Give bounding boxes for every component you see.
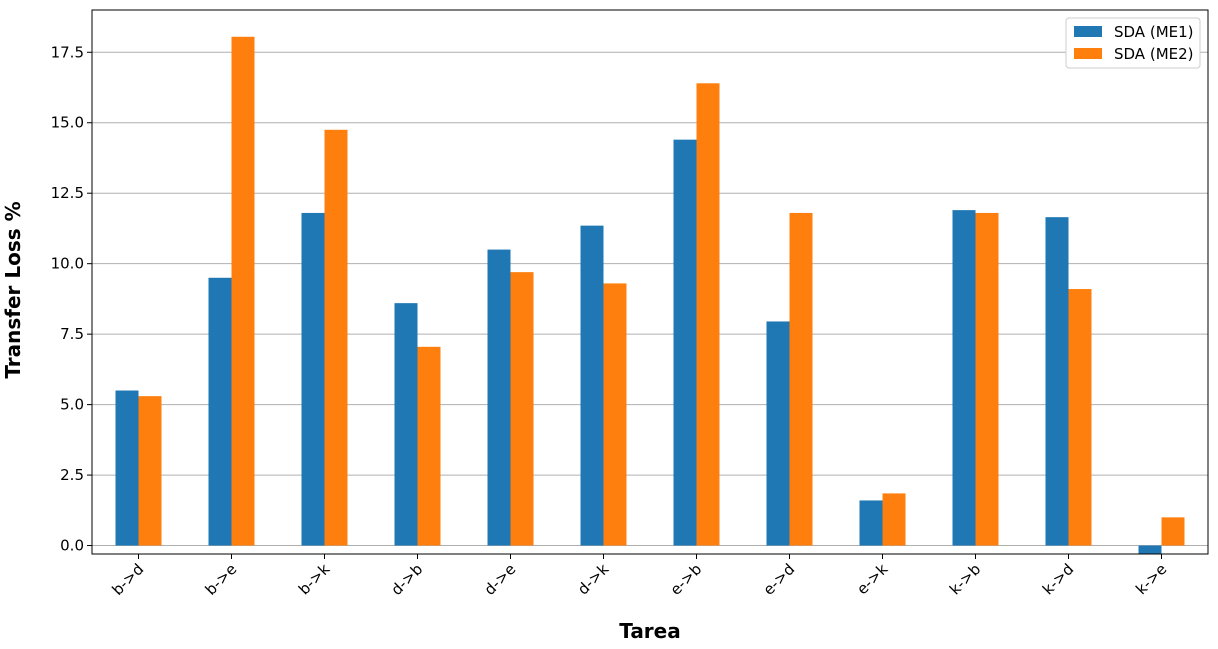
bar-1-d->b bbox=[394, 303, 418, 546]
x-tick-label: k->d bbox=[1039, 560, 1077, 598]
bar-2-d->k bbox=[603, 283, 627, 546]
x-tick-label: e->b bbox=[667, 560, 706, 599]
bar-1-k->d bbox=[1045, 217, 1069, 546]
y-axis-ticks: 0.0 2.5 5.0 7.5 10.0 12.5 15.0 17.5 bbox=[51, 43, 92, 555]
x-tick-label: d->e bbox=[481, 560, 520, 599]
x-tick-label: d->b bbox=[387, 560, 426, 599]
y-axis-label: Transfer Loss % bbox=[1, 201, 25, 378]
x-tick-label: e->k bbox=[853, 560, 891, 598]
legend-label: SDA (ME1) bbox=[1114, 23, 1194, 41]
x-tick-label: k->b bbox=[946, 560, 984, 598]
legend-swatch bbox=[1074, 26, 1102, 37]
y-tick-label: 0.0 bbox=[60, 537, 84, 555]
y-tick-label: 15.0 bbox=[51, 114, 84, 132]
bar-2-d->e bbox=[510, 272, 534, 546]
bar-1-e->b bbox=[673, 139, 697, 546]
y-tick-label: 5.0 bbox=[60, 396, 84, 414]
y-tick-label: 17.5 bbox=[51, 43, 84, 61]
bar-1-d->k bbox=[580, 225, 604, 546]
legend-label: SDA (ME2) bbox=[1114, 45, 1194, 63]
x-tick-label: b->d bbox=[108, 560, 147, 599]
x-tick-label: k->e bbox=[1132, 560, 1170, 598]
bars bbox=[115, 36, 1185, 554]
y-tick-label: 12.5 bbox=[51, 184, 84, 202]
bar-2-d->b bbox=[417, 346, 441, 546]
bar-1-k->e bbox=[1138, 545, 1162, 554]
bar-1-e->k bbox=[859, 500, 883, 546]
bar-1-b->e bbox=[208, 277, 232, 546]
plot-frame bbox=[91, 9, 1209, 555]
x-tick-label: d->k bbox=[574, 560, 613, 599]
bar-1-d->e bbox=[487, 249, 511, 546]
y-tick-label: 7.5 bbox=[60, 325, 84, 343]
bar-2-k->e bbox=[1161, 517, 1185, 546]
legend: SDA (ME1) SDA (ME2) bbox=[1065, 17, 1201, 69]
bar-2-e->k bbox=[882, 493, 906, 546]
bar-1-k->b bbox=[952, 210, 976, 546]
y-tick-label: 2.5 bbox=[60, 466, 84, 484]
bar-2-b->k bbox=[324, 129, 348, 546]
bar-2-k->b bbox=[975, 212, 999, 546]
x-axis-ticks: b->d b->e b->k d->b d->e d->k e->b e->d e->k k->b… bbox=[108, 554, 1170, 599]
bar-1-e->d bbox=[766, 321, 790, 546]
bar-1-b->d bbox=[115, 390, 139, 546]
bar-2-k->d bbox=[1068, 289, 1092, 546]
x-axis-label: Tarea bbox=[619, 619, 680, 643]
x-tick-label: e->d bbox=[760, 560, 799, 599]
x-tick-label: b->k bbox=[295, 560, 334, 599]
x-tick-label: b->e bbox=[202, 560, 241, 599]
grid-lines bbox=[92, 51, 1208, 547]
bar-2-e->b bbox=[696, 83, 720, 546]
bar-2-b->d bbox=[138, 396, 162, 546]
bar-1-b->k bbox=[301, 212, 325, 546]
y-tick-label: 10.0 bbox=[51, 255, 84, 273]
legend-swatch bbox=[1074, 48, 1102, 59]
bar-2-e->d bbox=[789, 212, 813, 546]
bar-2-b->e bbox=[231, 36, 255, 546]
